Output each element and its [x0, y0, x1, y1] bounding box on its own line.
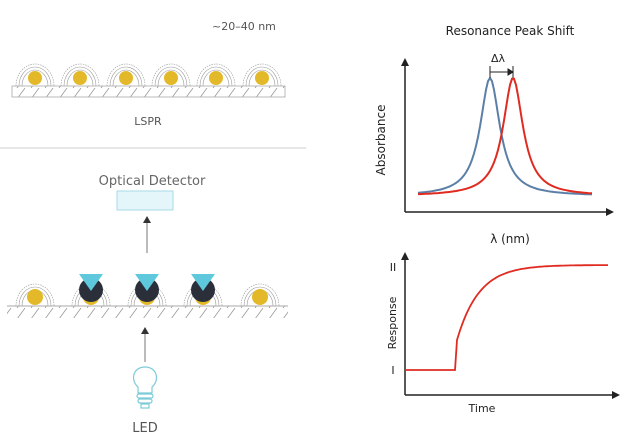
substrate: [11, 85, 286, 98]
y-axis-arrow-icon: [401, 252, 409, 260]
gold-nanoparticle: [209, 71, 223, 85]
x-axis-arrow-icon: [606, 208, 614, 216]
shift-bracket: [489, 66, 514, 78]
field-line: [18, 66, 52, 87]
field-line: [15, 283, 55, 307]
detector-label: Optical Detector: [99, 174, 206, 189]
receptor: [191, 274, 215, 291]
x-axis-arrow-icon: [612, 391, 620, 399]
sensor-particle: [127, 274, 167, 307]
receptor: [79, 274, 103, 291]
field-line: [127, 283, 167, 307]
field-line: [240, 283, 280, 307]
field-line: [248, 69, 276, 87]
gold-nanoparticle: [164, 71, 178, 85]
sensor-particle: [15, 283, 55, 307]
field-line: [154, 66, 188, 87]
field-line: [63, 66, 97, 87]
nanoparticle-row: [15, 63, 282, 87]
peak-ylabel: Absorbance: [374, 105, 388, 176]
field-line: [196, 63, 236, 87]
field-line: [18, 286, 52, 307]
optical-detector: [116, 190, 174, 211]
gold-nanoparticle: [27, 289, 43, 305]
peak-chart-title: Resonance Peak Shift: [446, 24, 575, 38]
field-line: [112, 69, 140, 87]
peak-after-line: [418, 77, 593, 196]
peak-xlabel: λ (nm): [490, 232, 530, 246]
gold-nanoparticle: [73, 71, 87, 85]
field-line: [242, 63, 282, 87]
sensor-particle-row: [15, 274, 280, 307]
field-line: [245, 66, 279, 87]
field-line: [60, 63, 100, 87]
y-axis-arrow-icon: [401, 58, 409, 66]
led-bulb-icon: [132, 366, 158, 409]
response-line: [405, 264, 608, 371]
lspr-panel: ~20–40 nm LSPR: [0, 20, 306, 149]
gold-nanoparticle: [28, 71, 42, 85]
field-line: [157, 69, 185, 87]
peak-shift-chart: Resonance Peak Shift Δλ Absorbance λ (nm…: [374, 24, 614, 246]
sensor-particle: [71, 274, 111, 307]
receptor: [135, 274, 159, 291]
response-xlabel: Time: [468, 402, 496, 415]
field-line: [15, 63, 55, 87]
field-line: [21, 69, 49, 87]
field-line: [66, 69, 94, 87]
field-line: [202, 69, 230, 87]
field-line: [109, 66, 143, 87]
shift-label: Δλ: [491, 52, 506, 65]
led-label: LED: [132, 421, 157, 436]
size-label: ~20–40 nm: [212, 20, 276, 33]
response-ylabel: Response: [386, 296, 399, 349]
lspr-caption: LSPR: [134, 115, 162, 128]
response-chart: II I Response Time: [386, 252, 620, 415]
field-line: [199, 66, 233, 87]
gold-nanoparticle: [119, 71, 133, 85]
field-line: [106, 63, 146, 87]
field-line: [183, 283, 223, 307]
gold-nanoparticle: [255, 71, 269, 85]
sensor-substrate: [7, 306, 288, 318]
level-low-label: I: [391, 364, 394, 377]
sensor-particle: [183, 274, 223, 307]
arrow-head-icon: [143, 216, 151, 223]
peak-before-line: [417, 76, 593, 196]
gold-nanoparticle: [252, 289, 268, 305]
field-line: [151, 63, 191, 87]
field-line: [71, 283, 111, 307]
field-line: [243, 286, 277, 307]
sensor-panel: Optical Detector LED: [7, 174, 288, 436]
arrow-head-icon: [141, 327, 149, 334]
sensor-particle: [240, 283, 280, 307]
level-high-label: II: [390, 261, 397, 274]
